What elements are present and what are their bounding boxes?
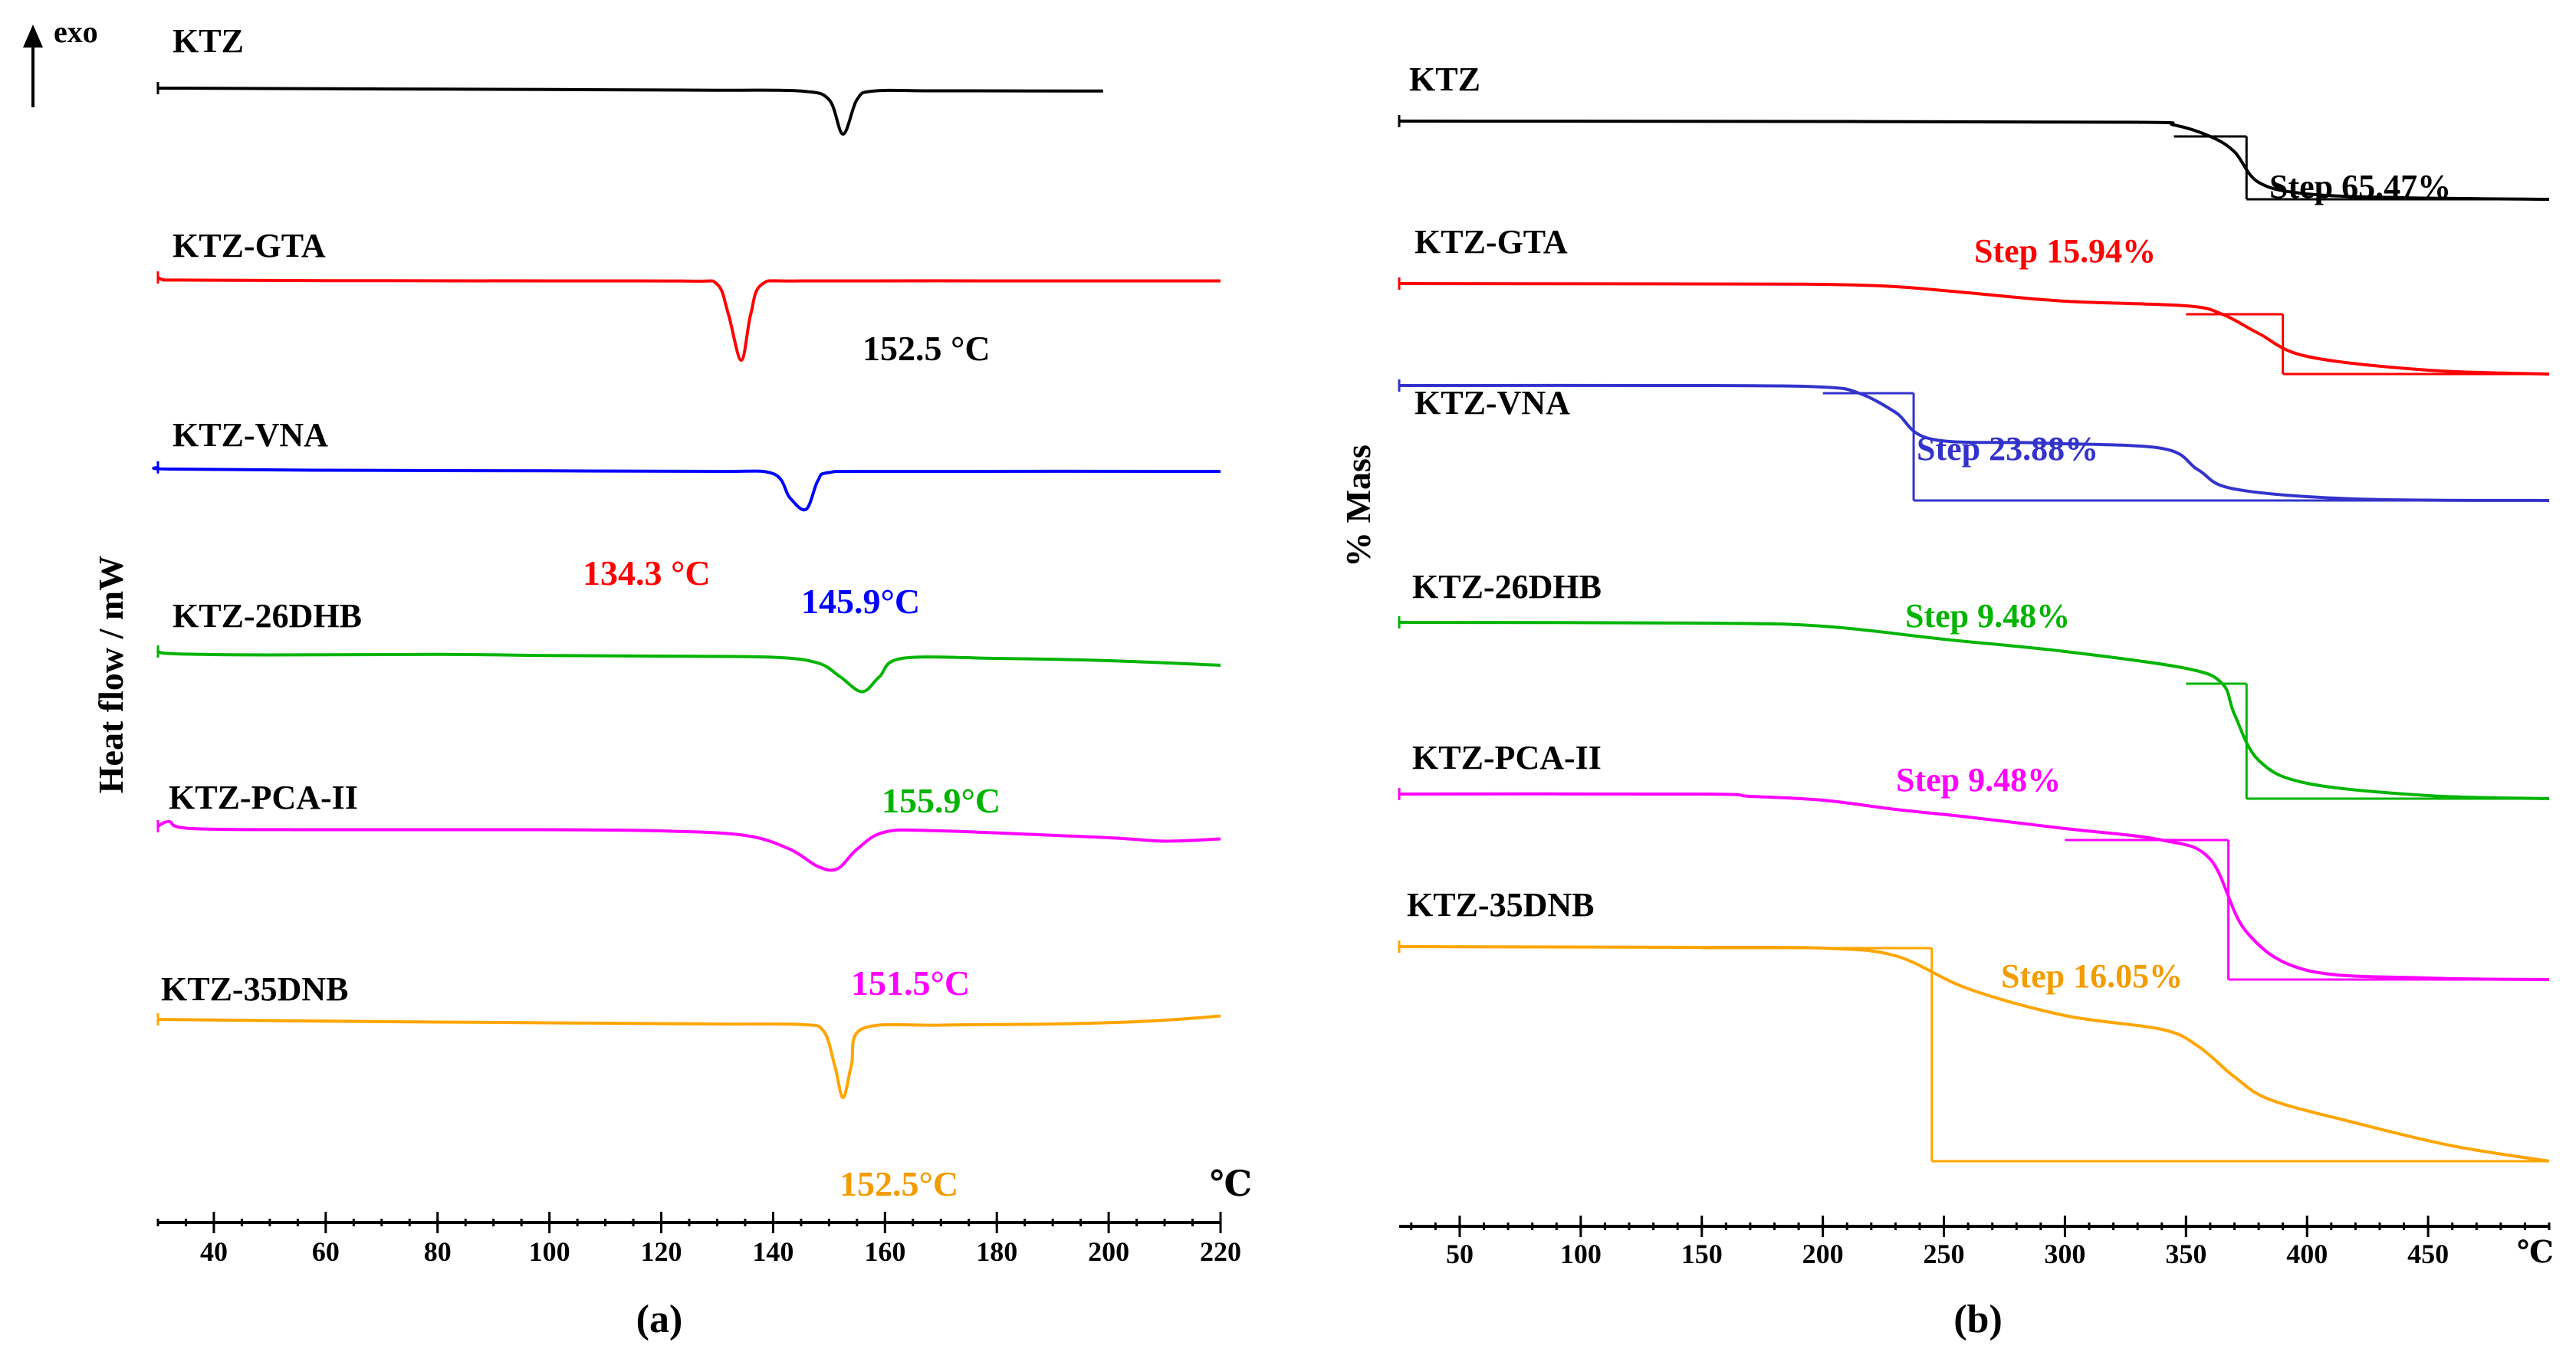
- series-name-label: KTZ: [172, 22, 244, 60]
- x-tick-label: 120: [641, 1236, 682, 1267]
- tga-ylabel: % Mass: [1339, 445, 1378, 567]
- series-line-ktz: [157, 87, 1103, 136]
- step-loss-label: Step 65.47%: [2269, 168, 2451, 205]
- x-tick-label: 100: [1560, 1239, 1602, 1269]
- x-tick-label: 200: [1088, 1236, 1129, 1267]
- series-line-ktz-pca-ii: [157, 819, 1221, 872]
- series-line-ktz-gta: [157, 276, 1221, 363]
- x-tick-label: 60: [312, 1236, 340, 1267]
- step-loss-label: Step 23.88%: [1917, 430, 2098, 468]
- series-name-label: KTZ-GTA: [1414, 223, 1568, 261]
- peak-temperature-label: 152.5 °C: [863, 329, 991, 368]
- series-name-label: KTZ-VNA: [1414, 384, 1570, 422]
- x-tick-label: 140: [752, 1236, 794, 1267]
- x-tick-label: 80: [424, 1236, 452, 1267]
- step-loss-label: Step 15.94%: [1974, 232, 2156, 270]
- step-loss-label: Step 9.48%: [1905, 597, 2070, 635]
- dsc-chart: [152, 82, 1222, 1233]
- series-name-label: KTZ-VNA: [172, 416, 328, 454]
- x-tick-label: 400: [2286, 1239, 2328, 1269]
- peak-temperature-label: 145.9°C: [801, 582, 920, 621]
- x-tick-label: 40: [200, 1236, 228, 1267]
- peak-temperature-label: 134.3 °C: [583, 553, 711, 592]
- series-name-label: KTZ-PCA-II: [1412, 739, 1602, 776]
- series-name-label: KTZ-35DNB: [161, 970, 348, 1008]
- series-line-ktz-vna: [1398, 383, 2550, 502]
- step-loss-label: Step 9.48%: [1896, 761, 2061, 799]
- x-tick-label: 300: [2044, 1239, 2085, 1269]
- step-loss-label: Step 16.05%: [2001, 957, 2183, 995]
- tga-x-unit: ℃: [2517, 1235, 2554, 1269]
- peak-temperature-label: 152.5°C: [840, 1164, 958, 1203]
- x-tick-label: 180: [976, 1236, 1017, 1267]
- exo-arrow-icon: [23, 25, 43, 48]
- series-line-ktz-26dhb: [157, 650, 1221, 694]
- series-line-ktz-35dnb: [157, 1014, 1221, 1100]
- x-tick-label: 100: [529, 1236, 570, 1267]
- x-tick-label: 50: [1446, 1239, 1474, 1269]
- series-name-label: KTZ-PCA-II: [169, 779, 358, 816]
- tga-caption: (b): [1953, 1298, 2003, 1341]
- x-tick-label: 350: [2165, 1239, 2206, 1269]
- series-line-ktz-pca-ii: [1398, 792, 2550, 981]
- series-name-label: KTZ-GTA: [172, 227, 326, 264]
- chart-marks: 40 60 80 100 120 140 160 180 200 220 KTZ 152.5 °C KT…: [152, 22, 2551, 1269]
- x-tick-label: 150: [1681, 1239, 1723, 1269]
- series-name-label: KTZ-26DHB: [172, 597, 362, 635]
- dsc-x-unit: ℃: [1210, 1164, 1252, 1203]
- x-tick-label: 200: [1802, 1239, 1844, 1269]
- x-tick-label: 160: [864, 1236, 905, 1267]
- peak-temperature-label: 155.9°C: [882, 781, 1001, 820]
- exo-label: exo: [54, 15, 98, 49]
- peak-temperature-label: 151.5°C: [851, 963, 970, 1003]
- x-tick-label: 220: [1200, 1236, 1241, 1267]
- series-name-label: KTZ: [1409, 61, 1480, 98]
- x-tick-label: 250: [1924, 1239, 1965, 1269]
- x-tick-label: 450: [2407, 1239, 2449, 1269]
- series-name-label: KTZ-35DNB: [1407, 886, 1594, 924]
- series-line-ktz-gta: [1398, 282, 2550, 376]
- dsc-ylabel: Heat flow / mW: [91, 556, 130, 793]
- dsc-panel: exo Heat flow / mW ℃ (a): [23, 15, 1252, 1341]
- series-line-ktz-vna: [152, 465, 1221, 512]
- series-name-label: KTZ-26DHB: [1412, 568, 1602, 606]
- series-line-ktz: [1398, 120, 2550, 201]
- tga-panel: % Mass ℃ (b): [1339, 445, 2554, 1341]
- dsc-caption: (a): [636, 1298, 683, 1341]
- tga-chart: [1398, 115, 2551, 1237]
- series-line-ktz-26dhb: [1398, 621, 2550, 800]
